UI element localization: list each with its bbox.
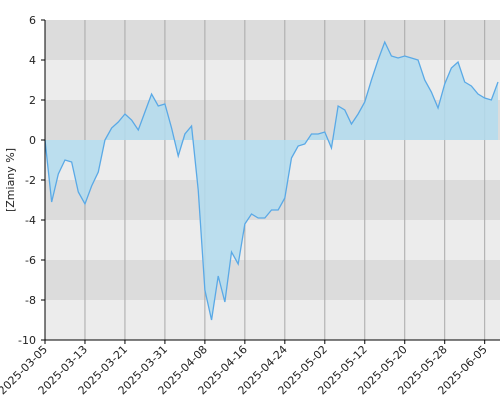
y-tick-label: -10	[18, 334, 36, 347]
y-tick-label: -8	[25, 294, 36, 307]
y-tick-label: 4	[29, 54, 36, 67]
grid-band	[45, 300, 500, 340]
y-axis-label: [Zmiany %]	[4, 148, 17, 212]
area	[45, 42, 498, 320]
y-tick-label: -6	[25, 254, 36, 267]
grid-band	[45, 260, 500, 300]
grid-band	[45, 20, 500, 60]
y-tick-label: 6	[29, 14, 36, 27]
line	[44, 40, 499, 321]
y-tick-label: 0	[29, 134, 36, 147]
y-tick-label: 2	[29, 94, 36, 107]
y-tick-label: -2	[25, 174, 36, 187]
y-tick-label: -4	[25, 214, 36, 227]
grid-band	[45, 220, 500, 260]
